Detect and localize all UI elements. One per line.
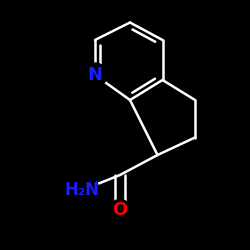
Text: H₂N: H₂N (65, 181, 100, 199)
Text: O: O (112, 201, 128, 219)
Circle shape (83, 63, 107, 87)
Circle shape (66, 174, 99, 206)
Circle shape (110, 200, 130, 220)
Text: N: N (88, 66, 102, 84)
